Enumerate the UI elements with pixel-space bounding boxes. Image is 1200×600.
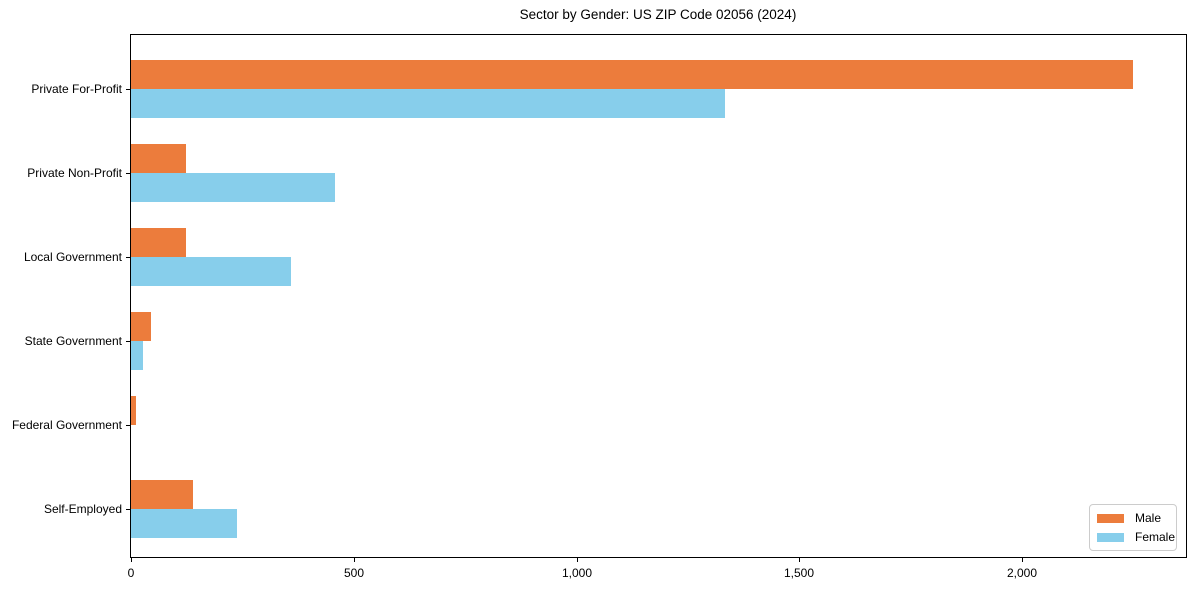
bar-male xyxy=(131,227,186,257)
xtick-mark xyxy=(799,558,800,562)
xtick-label: 500 xyxy=(343,566,365,580)
bar-male xyxy=(131,479,193,509)
xtick-label: 2,000 xyxy=(1006,566,1038,580)
xtick-mark xyxy=(131,558,132,562)
bar-male xyxy=(131,143,186,173)
bar-male xyxy=(131,311,151,341)
bar-female xyxy=(131,256,291,286)
ytick-mark xyxy=(126,508,130,510)
xtick-label: 1,500 xyxy=(783,566,815,580)
bar-male xyxy=(131,60,1133,89)
xtick-label: 0 xyxy=(127,566,135,580)
bar-female xyxy=(131,172,335,202)
legend-item-male: Male xyxy=(1097,511,1169,525)
ytick-mark xyxy=(126,172,130,174)
legend-label: Male xyxy=(1135,511,1162,525)
ytick-label: State Government xyxy=(24,333,122,348)
bar-female xyxy=(131,340,143,370)
ytick-mark xyxy=(126,340,130,342)
ytick-mark xyxy=(126,424,130,426)
bar-female xyxy=(131,508,237,538)
ytick-mark xyxy=(126,256,130,258)
ytick-label: Private For-Profit xyxy=(31,82,122,96)
legend-swatch-icon xyxy=(1097,513,1124,523)
chart-title: Sector by Gender: US ZIP Code 02056 (202… xyxy=(519,7,797,22)
bar-female xyxy=(131,89,725,118)
xtick-mark xyxy=(354,558,355,562)
xtick-mark xyxy=(1022,558,1023,562)
legend-swatch-icon xyxy=(1097,532,1124,542)
ytick-label: Local Government xyxy=(23,249,122,264)
legend-label: Female xyxy=(1135,530,1176,544)
bar-male xyxy=(131,395,136,425)
plot-area: Male Female xyxy=(130,34,1187,558)
xtick-label: 1,000 xyxy=(561,566,593,580)
ytick-label: Private Non-Profit xyxy=(27,165,122,180)
ytick-label: Federal Government xyxy=(11,417,122,432)
xtick-mark xyxy=(577,558,578,562)
ytick-label: Self-Employed xyxy=(43,501,122,516)
legend: Male Female xyxy=(1089,504,1177,551)
legend-item-female: Female xyxy=(1097,530,1175,544)
ytick-mark xyxy=(126,89,130,90)
